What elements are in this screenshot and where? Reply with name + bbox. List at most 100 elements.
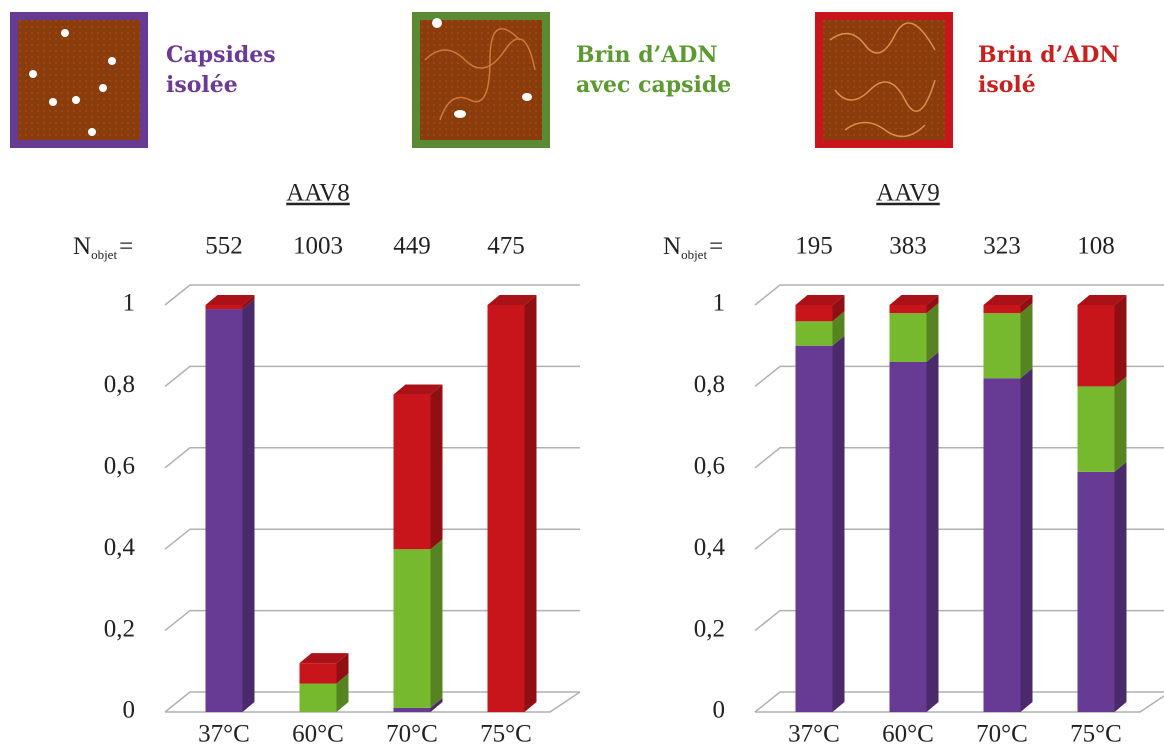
y-tick-label: 0,4 (104, 534, 136, 561)
y-tick-label: 0,6 (104, 453, 135, 480)
bar-segment-side (524, 295, 537, 712)
x-tick-label: 37°C (198, 721, 250, 748)
bar-segment-side (926, 303, 939, 362)
bar-segment-side (832, 335, 845, 712)
y-tick-label: 0 (123, 697, 136, 724)
x-tick-label: 60°C (292, 721, 344, 748)
bar-segment (983, 378, 1021, 712)
grid-line (754, 447, 1164, 469)
x-tick-label: 75°C (1070, 721, 1122, 748)
bar-segment-top (393, 384, 443, 395)
grid-line (164, 284, 580, 306)
bar-segment-top (205, 295, 255, 305)
y-tick-label: 0,2 (104, 615, 135, 642)
y-tick-label: 0,8 (104, 371, 135, 398)
count-label: 323 (983, 233, 1021, 260)
count-label: 383 (889, 233, 927, 260)
x-tick-label: 70°C (386, 721, 438, 748)
bar-segment (983, 305, 1021, 314)
grid-line (164, 691, 580, 713)
count-label: 1003 (293, 233, 343, 260)
grid-line (754, 365, 1164, 387)
bar-segment (1077, 305, 1115, 387)
bar-segment (983, 313, 1021, 379)
grid-line (754, 609, 1164, 632)
y-tick-label: 0,6 (694, 453, 725, 480)
y-tick-label: 0,8 (694, 371, 725, 398)
counts-label-part: N (663, 233, 681, 260)
y-tick-label: 1 (713, 290, 726, 317)
grid-line (164, 609, 580, 632)
y-tick-label: 0,4 (694, 534, 726, 561)
bar-segment (889, 313, 927, 362)
bar-segment-side (242, 295, 255, 310)
grid-line (754, 691, 1164, 713)
counts-label-part: = (709, 233, 723, 260)
y-tick-label: 1 (123, 290, 136, 317)
floor-edge (165, 691, 581, 713)
bar-segment-side (926, 351, 939, 712)
bar-segment-side (1114, 376, 1127, 472)
x-tick-label: 60°C (882, 721, 934, 748)
bar-segment-side (1020, 295, 1033, 314)
grid-line (754, 284, 1164, 306)
bar-segment-top (299, 653, 349, 664)
y-tick-label: 0 (713, 697, 726, 724)
bar-segment-side (430, 697, 443, 712)
y-tick-label: 0,2 (694, 615, 725, 642)
bar-segment-side (336, 653, 349, 684)
count-label: 449 (393, 233, 431, 260)
count-label: 552 (205, 233, 243, 260)
chart-title: AAV9 (876, 180, 939, 207)
bar-segment (299, 663, 337, 684)
bar-segment (1077, 471, 1115, 712)
counts-label-part: = (119, 233, 133, 260)
bar-segment (205, 309, 243, 712)
bar-segment (205, 305, 243, 310)
bar-segment-side (1114, 295, 1127, 387)
bar-segment-side (1020, 368, 1033, 712)
bar-segment-side (336, 673, 349, 712)
bar-segment (393, 394, 431, 550)
count-label: 108 (1077, 233, 1115, 260)
grid-line (164, 365, 580, 387)
counts-label: Nobjet= (663, 233, 723, 262)
bar-segment (299, 683, 337, 712)
x-tick-label: 75°C (480, 721, 532, 748)
legend-image-brin-isole (815, 12, 953, 148)
bar-segment-side (430, 539, 443, 708)
bar-segment-side (832, 311, 845, 346)
counts-label-part: objet (681, 247, 707, 262)
bar-segment (795, 305, 833, 322)
bar-segment-side (832, 295, 845, 322)
x-tick-label: 37°C (788, 721, 840, 748)
legend-image-capsides (10, 12, 148, 148)
bar-segment-top (983, 295, 1033, 305)
bar-segment-side (242, 299, 255, 712)
bar-segment (889, 361, 927, 712)
grid-line (164, 447, 580, 469)
bar-segment (889, 305, 927, 314)
count-label: 195 (795, 233, 833, 260)
legend-label: Brin d’ADN isolé (978, 42, 1120, 98)
bar-segment-side (926, 295, 939, 314)
count-label: 475 (487, 233, 525, 260)
bar-segment (795, 345, 833, 712)
bar-segment-side (430, 384, 443, 550)
counts-label-part: N (73, 233, 91, 260)
bar-segment-top (889, 295, 939, 305)
bar-segment-top (1077, 295, 1127, 305)
bar-segment (487, 305, 525, 712)
floor-edge (755, 695, 1164, 713)
bar-segment (795, 321, 833, 346)
counts-label: Nobjet= (73, 233, 133, 262)
bar-segment-top (795, 295, 845, 305)
grid-line (754, 528, 1164, 550)
grid-line (164, 528, 580, 550)
bar-segment-side (1114, 461, 1127, 712)
bar-segment-top (487, 295, 537, 305)
bar-segment-side (1020, 303, 1033, 379)
bar-segment (393, 549, 431, 708)
